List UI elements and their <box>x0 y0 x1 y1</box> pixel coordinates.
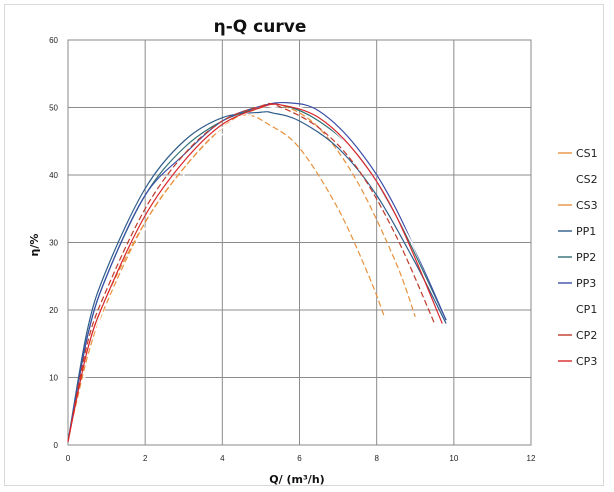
legend-label-pp2: PP2 <box>576 251 596 264</box>
x-tick-label: 12 <box>527 454 536 463</box>
series-line-cp3 <box>67 103 443 442</box>
legend-label-cs1: CS1 <box>576 147 598 160</box>
legend-label-pp1: PP1 <box>576 225 596 238</box>
y-tick-label: 30 <box>49 239 58 248</box>
chart-frame: η-Q curve 0 2 4 6 8 10 12 0 10 20 30 40 50 60 Q/ (m³… <box>4 4 604 486</box>
y-tick-labels: 0 10 20 30 40 50 60 <box>49 36 58 450</box>
x-tick-label: 0 <box>66 454 71 463</box>
legend-label-cp2: CP2 <box>576 329 597 342</box>
x-axis-label: Q/ (m³/h) <box>269 473 324 485</box>
y-tick-label: 10 <box>49 374 58 383</box>
legend-label-cs2: CS2 <box>576 173 598 186</box>
x-tick-label: 10 <box>449 454 458 463</box>
x-tick-label: 4 <box>220 454 225 463</box>
y-tick-label: 0 <box>54 441 59 450</box>
series-line-cp2 <box>67 102 436 442</box>
eta-q-chart: η-Q curve 0 2 4 6 8 10 12 0 10 20 30 40 50 60 Q/ (m³… <box>28 17 598 485</box>
y-tick-label: 20 <box>49 306 58 315</box>
y-tick-label: 40 <box>49 171 58 180</box>
chart-title: η-Q curve <box>214 17 307 37</box>
x-tick-labels: 0 2 4 6 8 10 12 <box>66 454 536 463</box>
legend-label-cs3: CS3 <box>576 199 598 212</box>
x-tick-label: 6 <box>297 454 302 463</box>
x-tick-label: 2 <box>143 454 148 463</box>
series-line-pp3 <box>67 101 447 442</box>
legend-label-cp3: CP3 <box>576 355 597 368</box>
series-line-pp1 <box>67 111 447 442</box>
legend-label-cp1: CP1 <box>576 303 597 316</box>
x-tick-label: 8 <box>374 454 379 463</box>
y-tick-label: 50 <box>49 104 58 113</box>
series-layer <box>67 101 447 442</box>
y-axis-label: η/% <box>28 234 41 257</box>
legend: CS1 CS2 CS3 PP1 PP2 PP3 CP1 CP2 CP3 <box>558 147 598 368</box>
y-tick-label: 60 <box>49 36 58 45</box>
legend-label-pp3: PP3 <box>576 277 596 290</box>
